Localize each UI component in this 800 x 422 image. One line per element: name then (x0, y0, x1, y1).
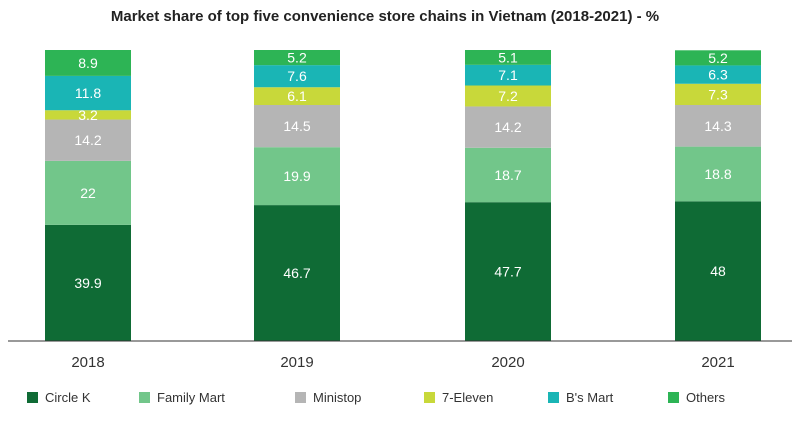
data-label-others-2019: 5.2 (287, 50, 307, 66)
data-label-others-2020: 5.1 (498, 49, 518, 65)
bar-ministop-2019 (254, 104, 340, 148)
data-label-family-mart-2020: 18.7 (494, 167, 521, 183)
bar-others-2018 (45, 50, 131, 76)
data-label-b-s-mart-2019: 7.6 (287, 68, 307, 84)
x-tick-label-2020: 2020 (491, 354, 524, 371)
bar-circle-k-2018 (45, 224, 131, 341)
data-label-b-s-mart-2020: 7.1 (498, 67, 518, 83)
bar-7-eleven-2021 (675, 83, 761, 105)
legend-swatch-7-eleven (424, 392, 435, 403)
bar-circle-k-2021 (675, 201, 761, 341)
legend-swatch-others (668, 392, 679, 403)
bar-b-s-mart-2019 (254, 65, 340, 88)
bar-circle-k-2020 (465, 202, 551, 341)
data-label-circle-k-2020: 47.7 (494, 264, 521, 280)
data-label-others-2021: 5.2 (708, 50, 728, 66)
data-label-7-eleven-2019: 6.1 (287, 88, 307, 104)
data-label-family-mart-2019: 19.9 (283, 168, 310, 184)
bar-family-mart-2020 (465, 147, 551, 203)
bar-7-eleven-2020 (465, 85, 551, 107)
legend-swatch-ministop (295, 392, 306, 403)
bar-7-eleven-2018 (45, 110, 131, 120)
bar-others-2020 (465, 50, 551, 65)
data-label-7-eleven-2020: 7.2 (498, 88, 518, 104)
data-label-7-eleven-2018: 3.2 (78, 107, 98, 123)
data-label-ministop-2019: 14.5 (283, 118, 310, 134)
bar-family-mart-2021 (675, 146, 761, 202)
data-label-b-s-mart-2021: 6.3 (708, 67, 728, 83)
legend-label-ministop: Ministop (313, 390, 361, 405)
legend: Circle K Family Mart Ministop 7-Eleven B's M… (27, 390, 726, 405)
data-label-circle-k-2021: 48 (710, 263, 726, 279)
bar-family-mart-2018 (45, 160, 131, 225)
data-label-ministop-2020: 14.2 (494, 119, 521, 135)
legend-label-family-mart: Family Mart (157, 390, 225, 405)
data-label-others-2018: 8.9 (78, 55, 98, 71)
data-label-ministop-2018: 14.2 (74, 132, 101, 148)
bar-others-2021 (675, 50, 761, 66)
legend-label-b-s-mart: B's Mart (566, 390, 614, 405)
bar-b-s-mart-2020 (465, 64, 551, 86)
chart-title: Market share of top five convenience sto… (110, 8, 660, 25)
data-label-b-s-mart-2018: 11.8 (75, 85, 101, 101)
x-tick-label-2018: 2018 (71, 354, 104, 371)
data-label-circle-k-2019: 46.7 (283, 265, 310, 281)
data-label-ministop-2021: 14.3 (704, 118, 731, 134)
bar-b-s-mart-2021 (675, 65, 761, 84)
bar-circle-k-2019 (254, 205, 340, 341)
bar-family-mart-2019 (254, 147, 340, 206)
x-tick-label-2019: 2019 (280, 354, 313, 371)
legend-swatch-family-mart (139, 392, 150, 403)
legend-swatch-b-s-mart (548, 392, 559, 403)
x-tick-label-2021: 2021 (701, 354, 734, 371)
legend-swatch-circle-k (27, 392, 38, 403)
legend-label-others: Others (686, 390, 726, 405)
data-label-7-eleven-2021: 7.3 (708, 86, 728, 102)
legend-label-7-eleven: 7-Eleven (442, 390, 493, 405)
bar-ministop-2018 (45, 119, 131, 161)
legend-label-circle-k: Circle K (45, 390, 91, 405)
bars-group: 39.9 22 14.2 3.2 11.8 8.9 46.7 19.9 14.5 6.1 7.6 5.… (45, 49, 761, 341)
data-label-family-mart-2018: 22 (80, 185, 96, 201)
x-tick-labels: 2018 2019 2020 2021 (71, 354, 734, 371)
bar-ministop-2020 (465, 106, 551, 148)
bar-7-eleven-2019 (254, 87, 340, 105)
bar-others-2019 (254, 50, 340, 66)
bar-b-s-mart-2018 (45, 75, 131, 111)
data-label-circle-k-2018: 39.9 (74, 275, 101, 291)
data-label-family-mart-2021: 18.8 (704, 166, 731, 182)
bar-ministop-2021 (675, 104, 761, 147)
